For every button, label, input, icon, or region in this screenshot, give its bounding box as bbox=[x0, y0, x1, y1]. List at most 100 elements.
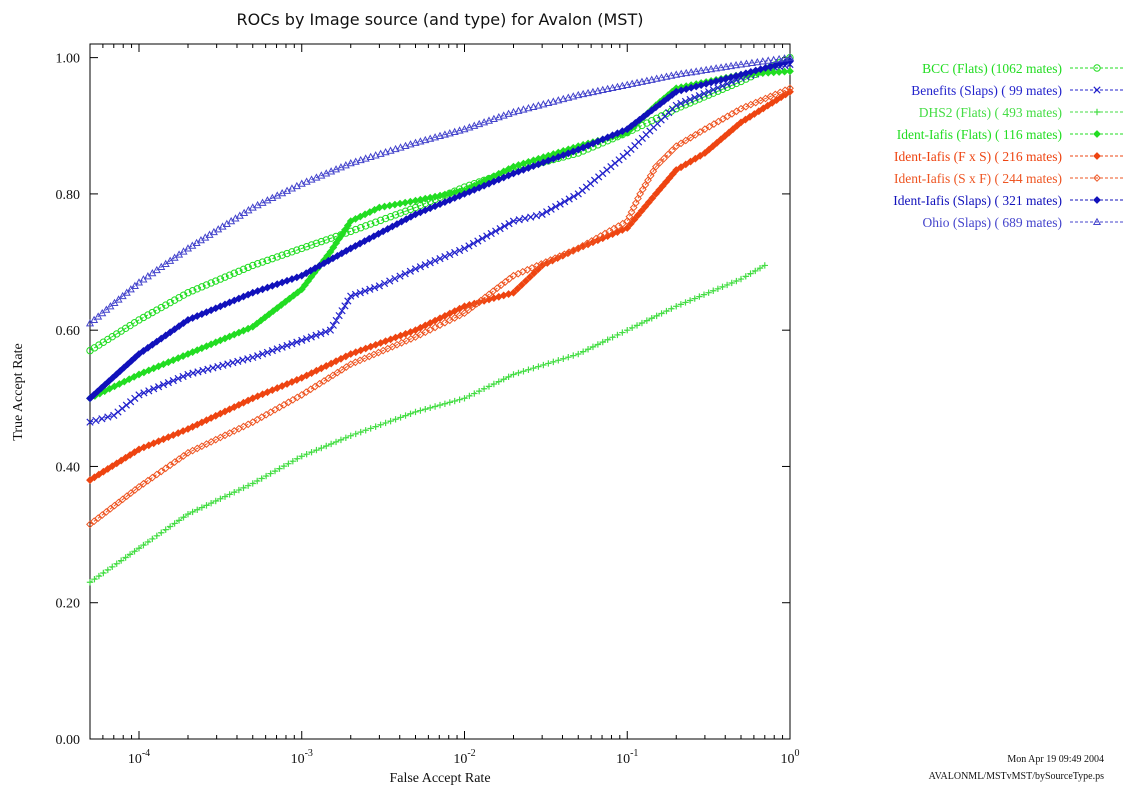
series-marker bbox=[285, 294, 294, 303]
series-marker bbox=[644, 198, 653, 207]
series-marker bbox=[98, 511, 107, 519]
series-marker bbox=[341, 352, 350, 361]
series-marker bbox=[485, 383, 493, 390]
series-marker bbox=[109, 563, 116, 570]
series-marker bbox=[396, 272, 404, 280]
series-marker bbox=[244, 420, 253, 429]
series-marker bbox=[543, 208, 551, 216]
series-marker bbox=[198, 504, 206, 511]
data-point bbox=[538, 210, 546, 218]
series-marker bbox=[361, 287, 369, 295]
data-point bbox=[623, 125, 632, 134]
series-marker bbox=[230, 269, 238, 277]
series-marker bbox=[114, 498, 123, 507]
series-marker bbox=[631, 119, 640, 127]
series-7 bbox=[85, 53, 795, 327]
series-marker bbox=[126, 551, 134, 558]
series-line bbox=[89, 57, 791, 324]
series-marker bbox=[306, 385, 315, 394]
series-marker bbox=[733, 277, 740, 285]
series-marker bbox=[726, 61, 736, 70]
series-marker bbox=[269, 307, 278, 316]
series-marker bbox=[729, 125, 737, 134]
series-marker bbox=[244, 355, 252, 363]
series-marker bbox=[686, 297, 694, 304]
series-marker bbox=[416, 137, 425, 145]
series-marker bbox=[164, 379, 173, 387]
series-marker bbox=[122, 288, 131, 296]
series-marker bbox=[329, 321, 337, 329]
series-marker bbox=[540, 361, 547, 369]
series-marker bbox=[361, 222, 370, 230]
series-marker bbox=[662, 178, 670, 186]
series-marker bbox=[780, 54, 789, 62]
legend-item: Benefits (Slaps) ( 99 mates) bbox=[911, 83, 1124, 98]
series-marker bbox=[253, 260, 262, 268]
series-marker bbox=[505, 220, 513, 228]
series-marker bbox=[271, 405, 279, 414]
series-marker bbox=[655, 186, 664, 194]
series-marker bbox=[635, 115, 644, 124]
series-marker bbox=[714, 84, 722, 92]
data-point bbox=[785, 53, 795, 61]
series-marker bbox=[406, 335, 415, 343]
series-marker bbox=[401, 207, 410, 215]
series-marker bbox=[618, 127, 627, 136]
series-marker bbox=[421, 328, 430, 337]
series-marker bbox=[435, 131, 445, 140]
series-marker bbox=[139, 313, 148, 322]
series-layer bbox=[85, 53, 795, 586]
series-marker bbox=[332, 357, 340, 366]
series-marker bbox=[450, 127, 459, 135]
series-marker bbox=[569, 246, 578, 255]
series-marker bbox=[391, 274, 399, 283]
series-marker bbox=[638, 319, 646, 327]
x-tick-exponent: -3 bbox=[305, 748, 313, 759]
series-marker bbox=[552, 203, 560, 211]
series-marker bbox=[471, 390, 478, 397]
series-marker bbox=[407, 410, 414, 417]
series-marker bbox=[732, 107, 741, 116]
legend-label: BCC (Flats) (1062 mates) bbox=[922, 61, 1062, 76]
series-marker bbox=[317, 237, 326, 246]
series-marker bbox=[584, 88, 593, 97]
data-point bbox=[347, 292, 355, 300]
series-marker bbox=[709, 86, 717, 94]
series-marker bbox=[560, 355, 567, 362]
series-marker bbox=[668, 146, 677, 155]
series-marker bbox=[261, 313, 269, 322]
series-marker bbox=[547, 205, 555, 213]
x-tick-exponent: -4 bbox=[142, 748, 150, 759]
series-marker bbox=[707, 64, 716, 73]
x-tick-label: 100 bbox=[781, 748, 800, 767]
series-marker bbox=[618, 226, 627, 234]
series-marker bbox=[293, 288, 302, 297]
series-marker bbox=[148, 473, 157, 482]
series-marker bbox=[648, 194, 657, 203]
series-marker bbox=[386, 213, 395, 221]
series-marker bbox=[777, 93, 785, 102]
series-marker bbox=[175, 455, 183, 463]
series-marker bbox=[352, 430, 359, 438]
series-marker bbox=[315, 379, 324, 388]
series-marker bbox=[257, 413, 266, 422]
series-marker bbox=[451, 248, 459, 257]
series-marker bbox=[166, 328, 175, 337]
series-marker bbox=[320, 377, 328, 385]
series-marker bbox=[174, 374, 182, 383]
legend: BCC (Flats) (1062 mates) Benefits (Slaps)… bbox=[893, 61, 1124, 230]
series-marker bbox=[517, 281, 526, 289]
series-marker bbox=[497, 281, 506, 289]
data-point bbox=[651, 189, 660, 198]
x-tick-base: 10 bbox=[291, 752, 305, 767]
data-point bbox=[86, 476, 94, 484]
series-marker bbox=[426, 259, 434, 267]
data-point bbox=[85, 319, 95, 327]
series-marker bbox=[484, 116, 494, 124]
y-tick-label: 0.00 bbox=[56, 733, 81, 748]
series-marker bbox=[525, 366, 532, 373]
series-marker bbox=[289, 291, 298, 300]
series-marker bbox=[618, 81, 627, 89]
series-marker bbox=[120, 363, 128, 372]
